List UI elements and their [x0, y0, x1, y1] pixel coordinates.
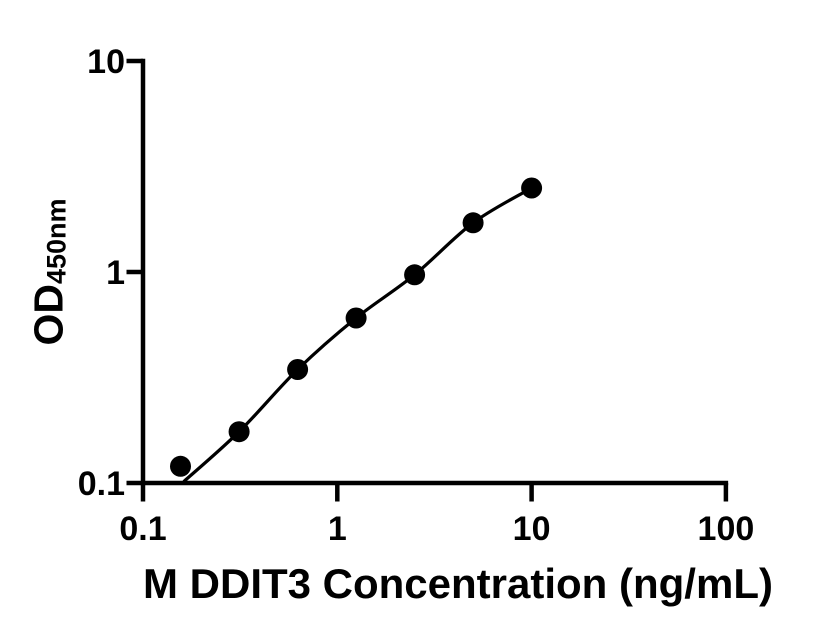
data-point [521, 177, 543, 199]
x-axis-title: M DDIT3 Concentration (ng/mL) [143, 560, 773, 607]
data-point [170, 455, 191, 477]
data-point [287, 359, 309, 380]
y-axis-tick-label: 1 [106, 254, 125, 292]
x-axis-tick-label: 0.1 [119, 510, 166, 548]
data-point [404, 264, 426, 286]
data-point [462, 212, 484, 234]
axes-spines [140, 58, 729, 486]
x-axis-tick-label: 100 [698, 510, 755, 548]
y-axis-title: OD450nm [26, 198, 73, 345]
x-axis-tick-label: 10 [513, 510, 551, 548]
y-axis-title-main: OD [25, 284, 72, 346]
y-axis-tick-label: 0.1 [78, 465, 125, 503]
data-point [345, 307, 367, 329]
y-axis-title-subscript: 450nm [41, 198, 72, 285]
data-point [228, 421, 250, 443]
x-axis-tick-label: 1 [328, 510, 347, 548]
y-axis-tick-label: 10 [87, 43, 125, 81]
